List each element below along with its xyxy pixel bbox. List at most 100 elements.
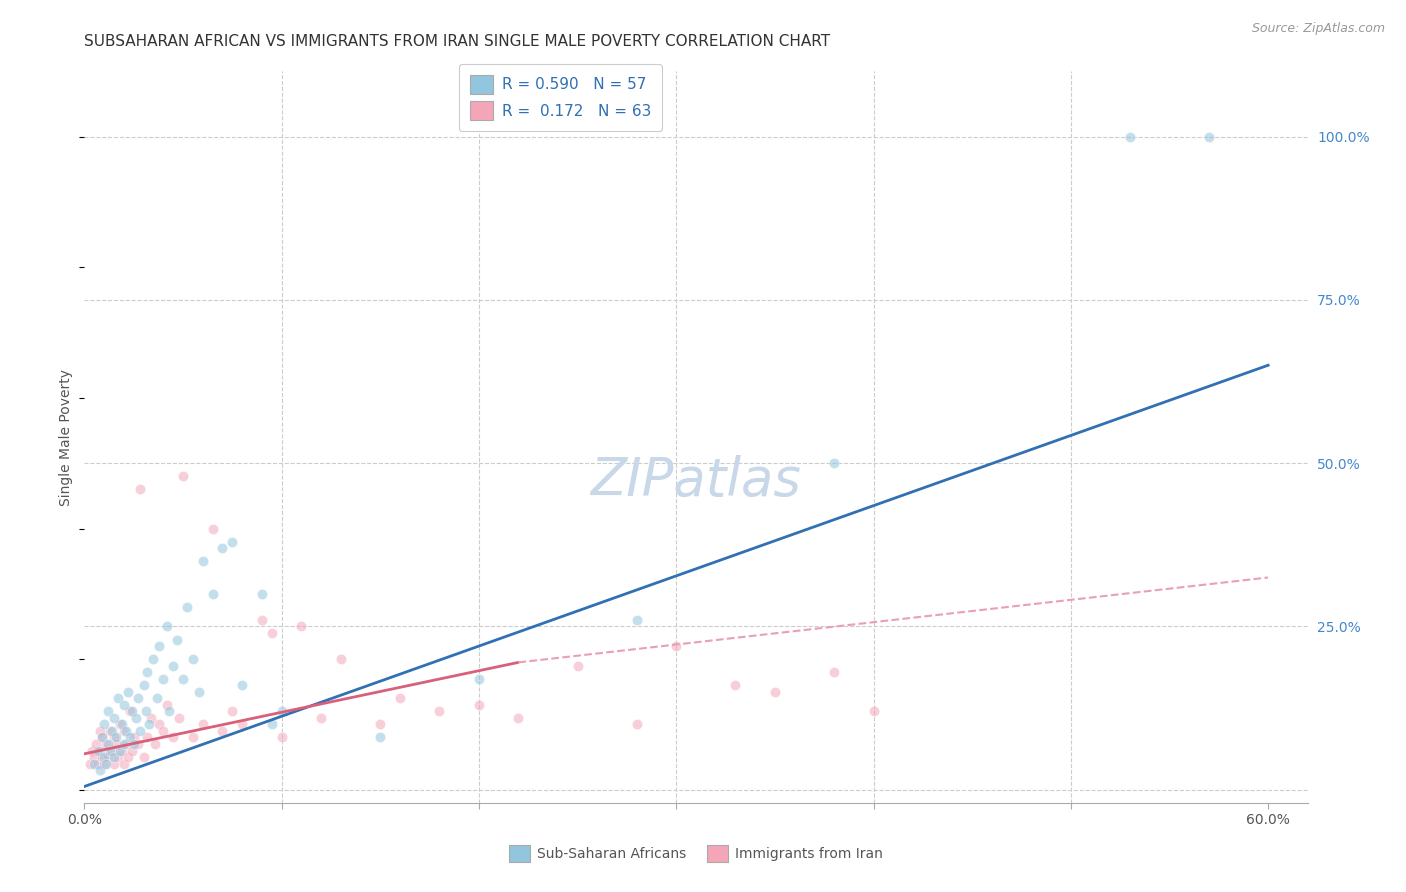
Point <box>82 743 104 757</box>
Point <box>93 750 115 764</box>
Point <box>101 743 124 757</box>
Point <box>117 750 139 764</box>
Point <box>103 711 125 725</box>
Point <box>91 731 114 745</box>
Point <box>94 756 117 771</box>
Point <box>187 685 209 699</box>
Point <box>112 698 135 712</box>
Point <box>309 711 332 725</box>
Point <box>270 705 292 719</box>
Point <box>162 658 184 673</box>
Point <box>290 619 312 633</box>
Point <box>260 717 283 731</box>
Point <box>146 691 169 706</box>
Point <box>172 672 194 686</box>
Point <box>191 717 214 731</box>
Point <box>118 705 141 719</box>
Point <box>1119 129 1142 144</box>
Point <box>148 717 170 731</box>
Point <box>211 541 233 555</box>
Point <box>104 737 127 751</box>
Point <box>128 723 150 738</box>
Point <box>141 711 163 725</box>
Point <box>468 672 491 686</box>
Point <box>94 737 117 751</box>
Point <box>122 731 145 745</box>
Point <box>121 743 143 757</box>
Point <box>626 613 648 627</box>
Point <box>103 731 125 745</box>
Point <box>103 750 125 764</box>
Point <box>121 705 143 719</box>
Point <box>166 632 188 647</box>
Point <box>221 534 243 549</box>
Point <box>763 685 786 699</box>
Point <box>107 691 129 706</box>
Point <box>107 750 129 764</box>
Point <box>823 665 845 680</box>
Point <box>117 685 139 699</box>
Point <box>128 483 150 497</box>
Point <box>468 698 491 712</box>
Point <box>231 678 253 692</box>
Point <box>145 737 167 751</box>
Text: SUBSAHARAN AFRICAN VS IMMIGRANTS FROM IRAN SINGLE MALE POVERTY CORRELATION CHART: SUBSAHARAN AFRICAN VS IMMIGRANTS FROM IR… <box>84 35 831 49</box>
Point <box>181 731 204 745</box>
Point <box>89 723 111 738</box>
Point <box>79 756 101 771</box>
Point <box>148 639 170 653</box>
Point <box>368 731 391 745</box>
Point <box>112 756 135 771</box>
Point <box>250 587 273 601</box>
Point <box>112 737 135 751</box>
Point <box>152 672 174 686</box>
Point <box>132 678 155 692</box>
Point <box>118 731 141 745</box>
Point <box>429 705 451 719</box>
Point <box>83 750 105 764</box>
Point <box>167 711 190 725</box>
Point <box>823 456 845 470</box>
Legend: Sub-Saharan Africans, Immigrants from Iran: Sub-Saharan Africans, Immigrants from Ir… <box>502 838 890 869</box>
Point <box>1198 129 1220 144</box>
Point <box>114 737 136 751</box>
Point <box>87 743 110 757</box>
Point <box>83 756 105 771</box>
Point <box>156 698 179 712</box>
Point <box>250 613 273 627</box>
Point <box>191 554 214 568</box>
Y-axis label: Single Male Poverty: Single Male Poverty <box>59 368 73 506</box>
Point <box>368 717 391 731</box>
Point <box>87 756 110 771</box>
Point <box>108 743 131 757</box>
Point <box>152 723 174 738</box>
Point <box>626 717 648 731</box>
Point <box>142 652 165 666</box>
Point <box>93 756 115 771</box>
Text: Source: ZipAtlas.com: Source: ZipAtlas.com <box>1251 22 1385 36</box>
Point <box>201 521 224 535</box>
Point <box>181 652 204 666</box>
Point <box>101 723 124 738</box>
Point <box>132 750 155 764</box>
Point <box>157 705 180 719</box>
Point <box>111 743 134 757</box>
Text: ZIPatlas: ZIPatlas <box>591 455 801 507</box>
Point <box>172 469 194 483</box>
Point <box>98 723 121 738</box>
Point <box>221 705 243 719</box>
Point <box>89 763 111 777</box>
Point <box>135 705 157 719</box>
Point <box>389 691 412 706</box>
Point <box>84 737 107 751</box>
Point <box>97 737 120 751</box>
Point <box>98 743 121 757</box>
Point <box>122 737 145 751</box>
Point <box>329 652 352 666</box>
Point <box>97 750 120 764</box>
Point <box>176 599 198 614</box>
Point <box>127 737 149 751</box>
Point <box>231 717 253 731</box>
Point <box>91 750 114 764</box>
Point <box>97 705 120 719</box>
